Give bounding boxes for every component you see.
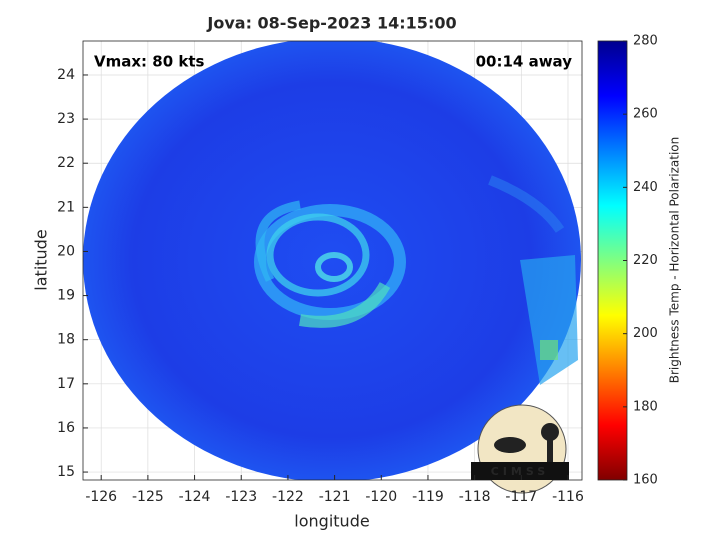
y-tick-label: 16 [57, 420, 75, 436]
annotation: 00:14 away [476, 53, 573, 71]
colorbar-tick-label: 200 [633, 326, 658, 341]
x-tick-label: -126 [85, 489, 117, 505]
x-tick-label: -124 [179, 489, 211, 505]
colorbar-scale [597, 40, 628, 481]
y-tick-label: 18 [57, 332, 75, 348]
y-tick-label: 22 [57, 155, 75, 171]
y-tick-label: 19 [57, 288, 75, 304]
colorbar: 160 180 200 220 240 260 280 [597, 34, 658, 488]
colorbar-tick-label: 240 [633, 180, 658, 195]
logo: CIMSS [471, 404, 569, 494]
x-tick-label: -120 [365, 489, 397, 505]
x-axis-label: longitude [294, 512, 369, 531]
x-tick-label: -125 [132, 489, 164, 505]
y-tick-label: 24 [57, 67, 75, 83]
x-tick-label: -121 [319, 489, 351, 505]
colorbar-label: Brightness Temp - Horizontal Polarizatio… [668, 137, 682, 384]
y-tick-label: 17 [57, 376, 75, 392]
y-tick-label: 21 [57, 199, 75, 215]
colorbar-tick-label: 180 [633, 399, 658, 414]
x-tick-label: -118 [459, 489, 491, 505]
plot-area [83, 41, 582, 480]
y-tick-label: 23 [57, 111, 75, 127]
colorbar-tick-label: 160 [633, 473, 658, 488]
satellite-swath [83, 41, 581, 480]
x-tick-label: -117 [505, 489, 537, 505]
x-tick-label: -116 [552, 489, 584, 505]
logo-text: CIMSS [491, 465, 549, 478]
y-tick-label: 20 [57, 243, 75, 259]
colorbar-tick-label: 280 [633, 34, 658, 49]
x-tick-label: -122 [272, 489, 304, 505]
colorbar-tick-label: 260 [633, 107, 658, 122]
x-tick-label: -119 [412, 489, 444, 505]
x-tick-label: -123 [225, 489, 257, 505]
colorbar-tick-label: 220 [633, 253, 658, 268]
y-axis-label: latitude [32, 229, 51, 290]
y-tick-label: 15 [57, 464, 75, 480]
plot-frame [82, 40, 583, 481]
chart-title: Jova: 08-Sep-2023 14:15:00 [206, 14, 456, 33]
annotation: Vmax: 80 kts [94, 53, 204, 71]
